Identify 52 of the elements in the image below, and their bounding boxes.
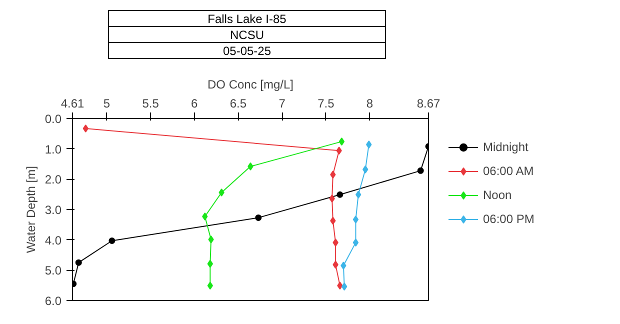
x-tick-label: 8.67 <box>416 96 441 110</box>
y-tick-label: 5.0 <box>44 264 62 278</box>
point <box>352 216 359 224</box>
y-tick-label: 6.0 <box>44 294 62 308</box>
point <box>352 238 359 247</box>
legend-label: Noon <box>483 188 512 202</box>
point <box>337 282 343 290</box>
point <box>218 188 224 197</box>
x-axis-title: DO Conc [mg/L] <box>207 78 294 92</box>
x-tick-label: 5.5 <box>142 96 160 110</box>
point <box>417 167 424 174</box>
text: NCSU <box>230 28 264 42</box>
x-tick-label: 6.5 <box>230 96 247 110</box>
point <box>329 194 335 203</box>
point <box>255 214 262 221</box>
point <box>330 216 336 225</box>
y-axis-title: Water Depth [m] <box>24 166 38 253</box>
x-tick-label: 7 <box>278 96 286 110</box>
text: 05-05-25 <box>222 44 272 58</box>
point <box>207 282 213 290</box>
y-tick-label: 2.0 <box>44 172 62 187</box>
point <box>202 212 208 220</box>
y-tick-label: 0.0 <box>44 112 62 126</box>
x-tick-label: 8 <box>366 96 374 110</box>
legend-label: Midnight <box>483 140 528 154</box>
point <box>82 124 88 133</box>
x-tick-label: 6 <box>191 96 198 110</box>
point <box>332 260 338 269</box>
point <box>341 282 348 291</box>
point <box>207 260 213 268</box>
point <box>75 259 82 266</box>
point <box>366 140 372 149</box>
x-tick-label: 5 <box>103 96 110 110</box>
y-tick-label: 3.0 <box>44 203 62 217</box>
x-tick-label: 7.5 <box>318 96 335 110</box>
point <box>330 170 336 179</box>
legend-label: 06:00 PM <box>483 212 534 226</box>
chart-title: Falls Lake I-85 <box>108 10 386 27</box>
y-tick-label: 1.0 <box>44 142 62 156</box>
point <box>248 162 254 170</box>
point <box>338 138 345 146</box>
legend-label: 06:00 AM <box>483 164 534 178</box>
point <box>332 238 338 247</box>
point <box>108 238 116 244</box>
point <box>340 262 346 270</box>
point <box>362 165 368 174</box>
point <box>208 236 214 244</box>
y-tick-label: 4.0 <box>44 233 62 248</box>
point <box>356 190 362 199</box>
point <box>336 146 342 155</box>
x-tick-label: 4.61 <box>60 96 85 110</box>
point <box>336 191 344 198</box>
